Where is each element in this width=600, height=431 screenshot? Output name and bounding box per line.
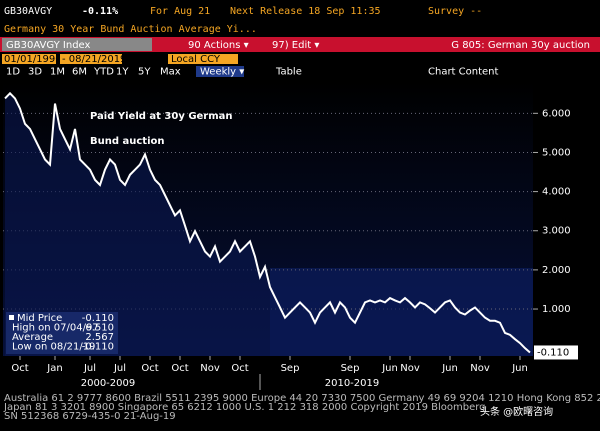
description: Germany 30 Year Bund Auction Average Yi.… xyxy=(4,24,257,35)
ticker: GB30AVGY xyxy=(4,6,52,17)
x-tick-label: Nov xyxy=(400,363,420,374)
security-box[interactable] xyxy=(2,38,152,51)
end-box[interactable] xyxy=(60,54,122,64)
start-date: 01/01/1990 xyxy=(4,54,62,65)
for-date: For Aug 21 xyxy=(150,6,210,17)
legend-label: Average xyxy=(12,332,53,343)
legend-box xyxy=(6,312,118,354)
end-date: - 08/21/2019 xyxy=(62,54,126,65)
x-tick-label: Oct xyxy=(171,363,188,374)
frequency-box[interactable] xyxy=(196,66,244,77)
security: GB30AVGY Index xyxy=(6,40,91,51)
period[interactable]: Max xyxy=(160,67,181,78)
x-group-label: 2010-2019 xyxy=(325,378,380,389)
last-price-label: -0.110 xyxy=(537,347,569,358)
start-box[interactable] xyxy=(2,54,56,64)
x-tick-label: Nov xyxy=(200,363,220,374)
x-tick-label: Jun xyxy=(381,363,398,374)
frequency: Weekly ▾ xyxy=(200,67,244,78)
last-price-box xyxy=(534,345,578,360)
footer: Australia 61 2 9777 8600 Brazil 5511 239… xyxy=(3,393,600,422)
y-tick-label: 2.000 xyxy=(542,265,571,276)
legend-label: High on 07/04/97 xyxy=(12,323,99,334)
page-title: G 805: German 30y auction xyxy=(451,40,590,51)
period[interactable]: 1M xyxy=(50,67,65,78)
x-tick-label: Jul xyxy=(83,363,96,374)
x-tick-label: Jan xyxy=(46,363,62,374)
x-tick-label: Oct xyxy=(141,363,158,374)
period[interactable]: YTD xyxy=(93,67,114,78)
legend-value: -0.110 xyxy=(82,342,114,353)
period[interactable]: 5Y xyxy=(138,67,151,78)
table[interactable]: Table xyxy=(275,67,302,78)
currency: Local CCY xyxy=(171,54,221,65)
y-tick-label: 3.000 xyxy=(542,226,571,237)
y-tick-label: 4.000 xyxy=(542,187,571,198)
period[interactable]: 1D xyxy=(6,67,20,78)
y-tick-label: 1.000 xyxy=(542,304,571,315)
legend-label: Low on 08/21/19 xyxy=(12,342,95,353)
legend-label: Mid Price xyxy=(17,313,62,324)
legend-value: 2.567 xyxy=(85,332,114,343)
legend-value: 6.510 xyxy=(85,323,114,334)
next-release: Next Release 18 Sep 11:35 xyxy=(230,6,381,17)
footer-line: SN 512368 6729-435-0 21-Aug-19 xyxy=(4,411,176,422)
survey: Survey -- xyxy=(428,6,482,17)
currency-box[interactable] xyxy=(168,54,238,64)
edit[interactable]: 97) Edit ▾ xyxy=(272,40,319,51)
x-group-label: 2000-2009 xyxy=(81,378,136,389)
x-tick-label: Nov xyxy=(470,363,490,374)
x-tick-label: Jun xyxy=(441,363,458,374)
y-tick-label: 5.000 xyxy=(542,147,571,158)
x-tick-label: Jun xyxy=(511,363,528,374)
footer-line: Australia 61 2 9777 8600 Brazil 5511 239… xyxy=(4,393,600,404)
period[interactable]: 3D xyxy=(28,67,42,78)
x-tick-label: Oct xyxy=(231,363,248,374)
x-tick-label: Oct xyxy=(11,363,28,374)
area xyxy=(5,93,530,356)
x-tick-label: Jul xyxy=(113,363,126,374)
chart-content[interactable]: Chart Content xyxy=(428,67,499,78)
x-tick-label: Sep xyxy=(341,363,360,374)
actions[interactable]: 90 Actions ▾ xyxy=(188,40,249,51)
period[interactable]: 1Y xyxy=(116,67,129,78)
chart-title: Bund auction xyxy=(90,136,165,147)
period-buttons: 1D 3D 1M 6M YTD 1Y 5Y Max xyxy=(6,67,181,78)
period[interactable]: 6M xyxy=(72,67,87,78)
y-tick-label: 6.000 xyxy=(542,108,571,119)
change: -0.11% xyxy=(82,6,118,17)
chart-title: Paid Yield at 30y German xyxy=(90,111,233,122)
legend-value: -0.110 xyxy=(82,313,114,324)
footer-line: Japan 81 3 3201 8900 Singapore 65 6212 1… xyxy=(3,402,486,413)
watermark: 头条 @欧曙咨询 xyxy=(480,405,553,418)
chart: 1.000 2.000 3.000 4.000 5.000 6.000 Oct Jan Jul J… xyxy=(3,91,578,390)
x-tick-label: Sep xyxy=(281,363,300,374)
legend-swatch xyxy=(9,315,14,320)
line xyxy=(4,91,531,354)
